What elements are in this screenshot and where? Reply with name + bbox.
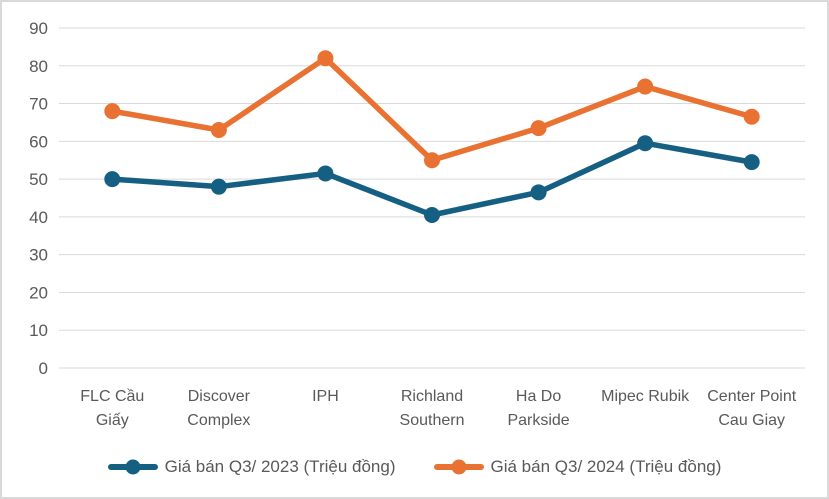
y-axis-tick-label: 60: [29, 132, 48, 151]
x-axis-category-label: Cau Giay: [718, 412, 785, 429]
data-point: [104, 171, 121, 188]
legend-label-2024: Giá bán Q3/ 2024 (Triệu đồng): [490, 457, 722, 476]
data-point: [530, 120, 547, 137]
x-axis-category-label: Complex: [187, 412, 250, 429]
data-point: [637, 135, 654, 152]
data-point: [210, 178, 227, 195]
data-point: [530, 184, 547, 201]
legend-dot-2024: [451, 459, 466, 475]
data-point: [424, 207, 440, 223]
legend-line-swatch-2024: [433, 459, 484, 475]
y-axis-tick-label: 20: [29, 283, 48, 302]
data-point: [317, 50, 334, 67]
data-point: [743, 108, 760, 125]
x-axis-category-label: IPH: [312, 388, 339, 405]
y-axis-tick-label: 50: [29, 170, 48, 189]
data-point: [637, 78, 654, 95]
legend-item-2023: Giá bán Q3/ 2023 (Triệu đồng): [107, 457, 396, 477]
y-axis-tick-label: 10: [29, 321, 48, 340]
x-axis-category-label: Center Point: [707, 388, 796, 405]
data-point: [210, 122, 227, 138]
x-axis-category-label: Ha Do: [516, 388, 561, 405]
data-point: [743, 154, 760, 171]
data-point: [104, 103, 121, 120]
data-point: [424, 152, 440, 169]
y-axis-tick-label: 40: [29, 208, 48, 227]
y-axis-tick-label: 0: [39, 359, 48, 378]
x-axis-category-label: Mipec Rubik: [601, 388, 690, 405]
y-axis-tick-label: 70: [29, 95, 48, 114]
legend-line-swatch-2023: [107, 459, 158, 475]
legend-label-2023: Giá bán Q3/ 2023 (Triệu đồng): [164, 457, 396, 476]
x-axis-category-label: Discover: [188, 388, 251, 405]
x-axis-category-label: Parkside: [507, 412, 569, 429]
chart-legend: Giá bán Q3/ 2023 (Triệu đồng) Giá bán Q3…: [2, 452, 827, 482]
x-axis-category-label: Richland: [401, 388, 463, 405]
y-axis-tick-label: 30: [29, 246, 48, 265]
data-point: [317, 165, 334, 182]
legend-dot-2023: [125, 459, 141, 475]
y-axis-tick-label: 90: [29, 19, 48, 38]
x-axis-category-label: Giấy: [96, 412, 129, 429]
y-axis-tick-label: 80: [29, 57, 48, 76]
x-axis-category-label: Southern: [400, 412, 465, 429]
legend-item-2024: Giá bán Q3/ 2024 (Triệu đồng): [433, 457, 722, 477]
x-axis-category-label: FLC Cầu: [80, 388, 144, 405]
